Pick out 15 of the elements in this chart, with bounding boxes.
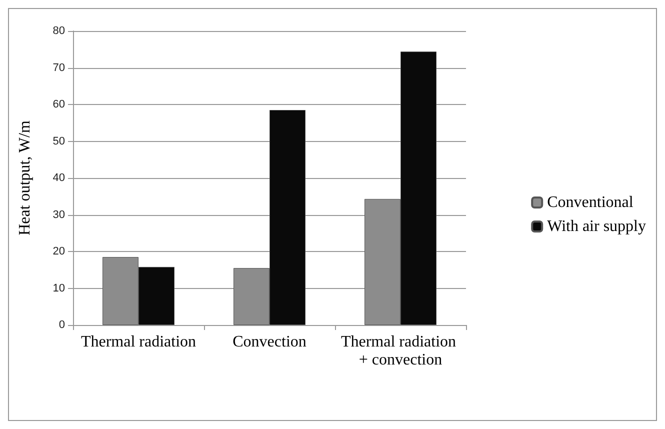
legend-label: Conventional (547, 194, 634, 211)
y-tick-label: 50 (52, 135, 65, 148)
y-tick-label: 0 (58, 319, 65, 331)
y-tick-label: 10 (52, 282, 65, 294)
x-tick-label: Convection (232, 334, 306, 350)
y-tick-label: 60 (52, 98, 65, 110)
legend-label: With air supply (547, 218, 646, 235)
y-tick-label: 40 (52, 172, 65, 184)
y-axis-title: Heat output, W/m (16, 120, 34, 236)
x-tick-label: Thermal radiation + convection (340, 334, 460, 368)
y-tick-label: 20 (52, 246, 65, 258)
y-tick-label: 80 (52, 25, 65, 37)
y-tick-label: 30 (52, 208, 65, 221)
y-tick-label: 70 (52, 62, 65, 74)
x-tick-label: Thermal radiation (80, 334, 196, 350)
